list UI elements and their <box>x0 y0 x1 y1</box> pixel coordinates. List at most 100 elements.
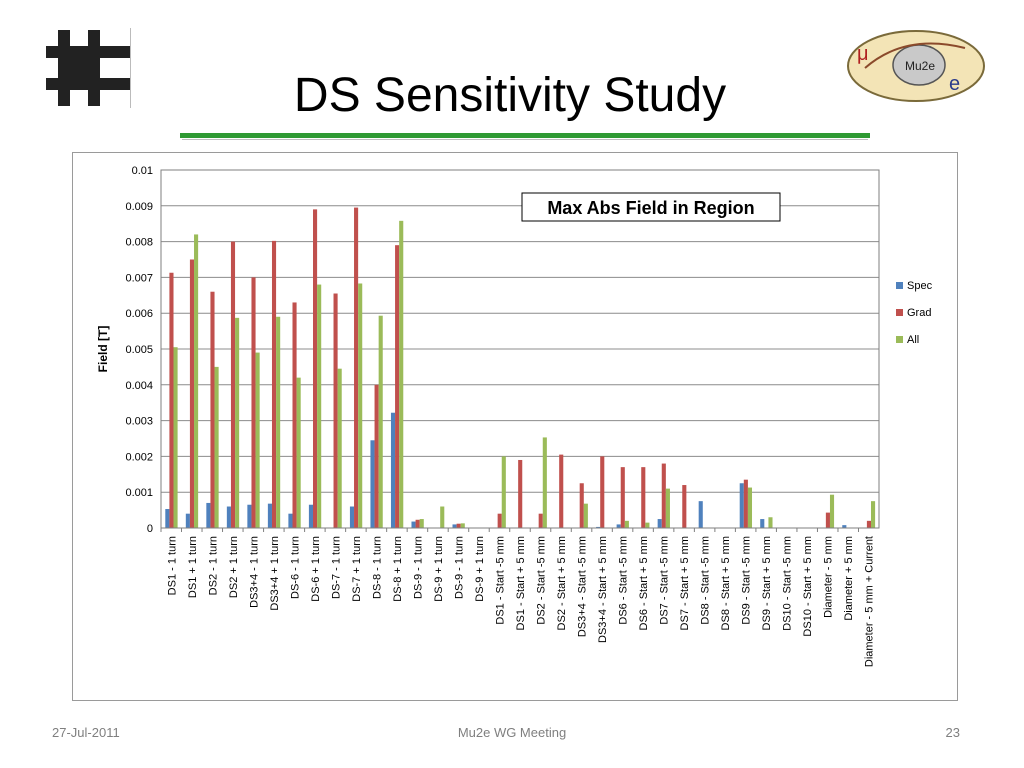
bar-spec <box>760 519 765 528</box>
footer-page-number: 23 <box>945 725 960 740</box>
x-tick-label: DS8 - Start -5 mm <box>700 536 712 625</box>
footer-date: 27-Jul-2011 <box>52 725 120 740</box>
bar-grad <box>620 467 625 528</box>
x-tick-label: DS6 - Start + 5 mm <box>638 536 650 630</box>
fermilab-logo <box>46 28 131 108</box>
x-tick-label: DS2 + 1 turn <box>228 536 240 598</box>
bar-spec <box>247 504 252 528</box>
chart-frame: 0 0.001 0.002 0.003 0.004 0.005 0.006 0.007 0.00… <box>72 152 958 701</box>
bar-grad <box>518 459 523 528</box>
x-tick-label: DS3+4 + 1 turn <box>269 536 281 611</box>
bar-all <box>235 317 240 528</box>
legend-label-grad: Grad <box>907 307 931 319</box>
bar-spec <box>657 519 662 528</box>
bar-grad <box>354 207 359 528</box>
bar-spec <box>267 503 272 528</box>
y-tick-label: 0.01 <box>132 165 153 177</box>
x-tick-label: DS9 - Start + 5 mm <box>761 536 773 630</box>
annotation-text: Max Abs Field in Region <box>547 198 754 218</box>
x-axis-ticks: DS1 - 1 turn DS1 + 1 turn DS2 - 1 turn DS2 … <box>160 528 876 667</box>
bar-grad <box>866 520 871 528</box>
bar-spec <box>308 504 314 528</box>
bar-grad <box>661 463 666 528</box>
bar-all <box>317 284 322 528</box>
y-tick-label: 0.003 <box>125 416 153 428</box>
x-tick-label: Diameter - 5 mm <box>823 536 835 618</box>
bar-grad <box>559 454 564 528</box>
bar-all <box>583 503 588 528</box>
bar-all <box>337 368 342 528</box>
bar-all <box>747 487 753 528</box>
bar-grad <box>415 519 420 528</box>
x-tick-label: DS8 - Start + 5 mm <box>720 536 732 630</box>
bar-spec <box>596 526 601 528</box>
y-axis-label: Field [T] <box>96 326 110 373</box>
bar-spec <box>452 524 457 528</box>
y-tick-label: 0 <box>147 523 153 535</box>
x-tick-label: DS7 - Start + 5 mm <box>679 536 691 630</box>
x-tick-label: DS-7 + 1 turn <box>351 536 363 602</box>
x-tick-label: DS1 - Start + 5 mm <box>515 536 527 630</box>
bar-all <box>501 456 506 528</box>
bar-all <box>296 377 301 528</box>
x-tick-label: DS2 - Start -5 mm <box>536 536 548 625</box>
bar-all <box>768 517 773 528</box>
bar-all <box>358 283 363 528</box>
x-tick-label: DS-9 + 1 turn <box>433 536 445 602</box>
bar-all <box>378 315 383 528</box>
x-tick-label: DS-9 - 1 turn <box>453 536 465 599</box>
bar-all <box>645 522 650 528</box>
legend-label-all: All <box>907 334 919 346</box>
mu2e-logo: μ e Mu2e <box>847 30 985 102</box>
svg-text:μ: μ <box>857 43 869 65</box>
x-tick-label: DS3+4 - 1 turn <box>248 536 260 608</box>
bar-grad <box>743 479 748 528</box>
bar-grad <box>825 512 830 528</box>
plot-area-border <box>160 169 880 529</box>
bar-all <box>419 519 424 528</box>
legend-swatch-all <box>896 336 903 343</box>
x-tick-label: DS3+4 - Start + 5 mm <box>597 536 609 643</box>
x-tick-label: DS1 - Start -5 mm <box>494 536 506 625</box>
bar-spec <box>411 521 416 528</box>
bar-grad <box>292 302 297 528</box>
bar-grad <box>189 259 195 528</box>
x-tick-label: DS1 + 1 turn <box>187 536 199 598</box>
bar-grad <box>641 467 646 528</box>
bar-spec <box>370 440 375 528</box>
bar-all <box>173 347 178 528</box>
x-tick-label: DS-9 - 1 turn <box>412 536 424 599</box>
x-tick-label: DS-9 + 1 turn <box>474 536 486 602</box>
bar-grad <box>579 483 584 528</box>
x-tick-label: DS1 - 1 turn <box>166 536 178 595</box>
y-tick-label: 0.001 <box>125 487 153 499</box>
x-tick-label: Diameter + 5 mm <box>843 536 855 621</box>
x-tick-label: DS10 - Start + 5 mm <box>802 536 814 637</box>
bar-all <box>829 494 835 528</box>
bar-spec <box>349 506 355 528</box>
bar-grad <box>230 241 236 528</box>
bar-grad <box>313 209 318 528</box>
y-tick-label: 0.002 <box>125 451 153 463</box>
bar-all <box>440 506 445 528</box>
y-tick-label: 0.009 <box>125 201 153 213</box>
x-tick-label: DS6 - Start -5 mm <box>618 536 630 625</box>
bar-grad <box>456 523 461 528</box>
bar-grad <box>271 240 277 528</box>
bars <box>165 207 876 528</box>
bar-spec <box>165 509 170 528</box>
bar-spec <box>739 483 744 528</box>
bar-spec <box>616 524 621 528</box>
bar-grad <box>682 485 687 528</box>
bar-grad <box>538 513 543 528</box>
annotation-box: Max Abs Field in Region <box>521 192 781 222</box>
x-tick-label: DS-8 - 1 turn <box>371 536 383 599</box>
bar-spec <box>288 513 293 528</box>
bar-grad <box>251 277 256 528</box>
y-axis-ticks: 0 0.001 0.002 0.003 0.004 0.005 0.006 0.007 0.00… <box>125 165 153 535</box>
bar-spec <box>390 412 396 528</box>
svg-text:e: e <box>949 73 960 95</box>
y-tick-label: 0.006 <box>125 308 153 320</box>
bar-spec <box>842 525 847 528</box>
slide-title: DS Sensitivity Study <box>293 69 727 122</box>
